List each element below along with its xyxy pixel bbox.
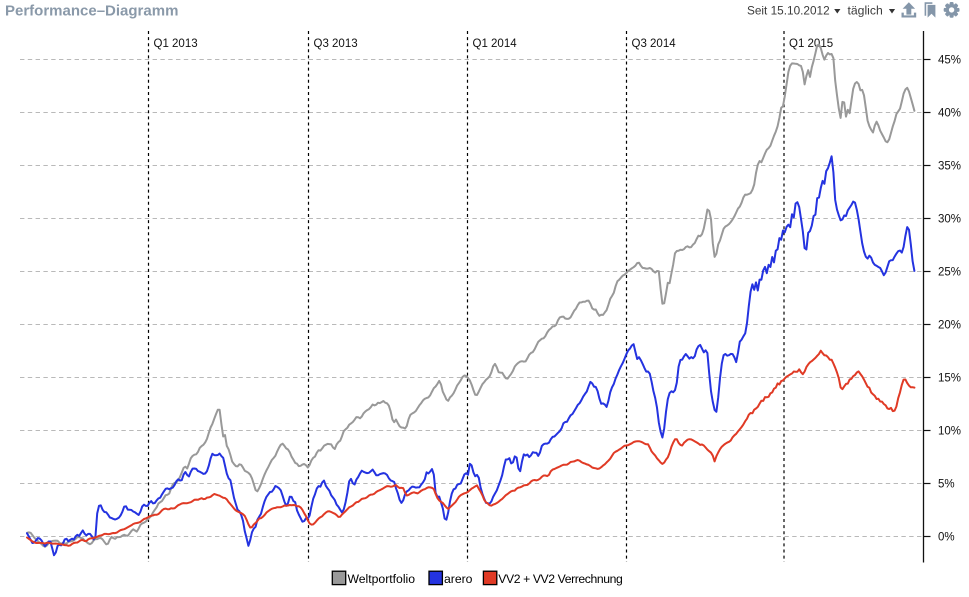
svg-text:40%: 40% [938, 108, 961, 120]
svg-text:20%: 20% [938, 320, 961, 332]
svg-text:15%: 15% [938, 373, 961, 385]
svg-text:0%: 0% [938, 532, 955, 544]
svg-text:10%: 10% [938, 426, 961, 438]
svg-text:5%: 5% [938, 479, 955, 491]
svg-text:arero: arero [444, 572, 473, 586]
svg-text:Q1 2015: Q1 2015 [789, 38, 833, 50]
svg-text:30%: 30% [938, 214, 961, 226]
svg-text:täglich: täglich [848, 4, 883, 18]
svg-text:VV2 + VV2 Verrechnung: VV2 + VV2 Verrechnung [498, 572, 622, 586]
svg-text:Q1 2013: Q1 2013 [154, 38, 198, 50]
svg-text:Q3 2014: Q3 2014 [632, 38, 677, 50]
svg-text:25%: 25% [938, 267, 961, 279]
svg-text:Weltportfolio: Weltportfolio [348, 572, 416, 586]
svg-text:45%: 45% [938, 55, 961, 67]
svg-text:Q1 2014: Q1 2014 [473, 38, 518, 50]
svg-text:Seit 15.10.2012: Seit 15.10.2012 [747, 4, 830, 18]
svg-text:35%: 35% [938, 161, 961, 173]
svg-text:Q3 2013: Q3 2013 [314, 38, 358, 50]
svg-text:Performance–Diagramm: Performance–Diagramm [5, 3, 178, 20]
